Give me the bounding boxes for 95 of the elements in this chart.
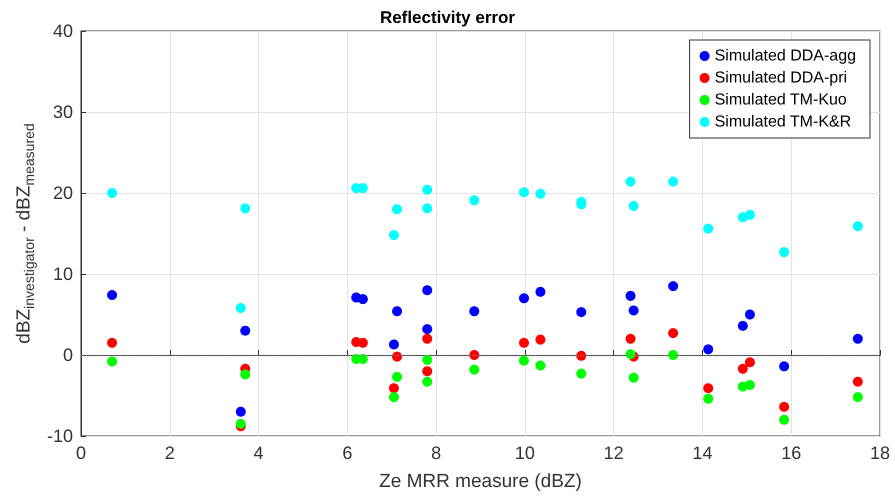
point [392,352,402,362]
point [469,306,480,316]
point [668,176,678,187]
point [469,195,480,206]
point [626,334,636,344]
point [519,293,529,304]
x-tick-label: 4 [254,443,264,463]
chart-title: Reflectivity error [380,8,516,27]
point [535,334,546,345]
point [744,210,755,220]
point [107,356,118,366]
y-axis-title: dBZinvestigator - dBZmeasured [14,123,38,344]
point [422,376,432,387]
x-tick-label: 6 [342,443,352,463]
legend-label: Simulated TM-K&R [714,114,852,130]
point [392,372,402,382]
point [744,357,755,368]
y-tick-label: -10 [46,426,73,446]
point [628,372,639,383]
y-tick-label: 30 [52,102,73,122]
point [703,394,714,404]
point [626,349,636,360]
point [358,338,368,348]
point [852,376,863,387]
point [779,414,790,425]
x-tick-label: 18 [870,443,890,463]
legend-label: Simulated DDA-agg [714,48,856,64]
point [240,326,250,336]
point [388,383,399,394]
point [422,366,432,376]
point [576,307,586,318]
point [519,187,529,198]
point [628,200,639,211]
point [236,406,246,417]
point [668,350,678,360]
point [388,339,399,350]
y-tick-label: 20 [52,183,73,203]
x-tick-label: 0 [76,443,86,463]
point [668,328,678,338]
point [703,344,714,354]
y-tick-label: 40 [52,21,73,41]
point [535,188,546,199]
point [576,368,586,379]
point [738,364,748,374]
point [744,380,755,390]
point [626,290,636,301]
point [422,184,432,195]
x-axis-title: Ze MRR measure (dBZ) [379,471,582,492]
point [744,310,755,320]
x-tick-label: 12 [604,443,624,463]
x-tick-label: 8 [431,443,442,463]
point [236,303,246,314]
point [240,369,250,380]
legend-label: Simulated DDA-pri [714,70,848,86]
point [107,188,118,198]
point [422,203,432,214]
point [107,290,118,300]
point [422,354,432,365]
point [852,221,863,232]
point [422,285,432,296]
point [668,281,678,292]
point [358,294,368,304]
point [703,383,714,394]
point [519,356,529,366]
legend-label: Simulated TM-Kuo [714,92,847,108]
point [779,247,790,258]
point [392,306,402,316]
point [852,392,863,402]
point [240,203,250,214]
point [852,334,863,344]
point [628,305,639,316]
point [388,230,399,240]
y-tick-label: 0 [62,345,73,365]
y-tick-label: 10 [52,264,73,284]
point [422,334,432,344]
point [626,176,636,187]
x-tick-label: 14 [692,443,712,463]
point [535,286,546,297]
point [576,350,586,361]
point [392,204,402,214]
point [738,320,748,331]
point [703,224,714,234]
point [469,350,480,360]
point [388,392,399,402]
point [779,402,790,412]
x-tick-label: 16 [781,443,802,463]
x-tick-label: 10 [514,443,535,463]
point [779,361,790,372]
point [535,360,546,371]
point [519,338,529,348]
point [236,418,246,429]
point [469,364,480,375]
x-tick-label: 2 [164,443,175,463]
point [422,324,432,334]
point [107,338,118,348]
